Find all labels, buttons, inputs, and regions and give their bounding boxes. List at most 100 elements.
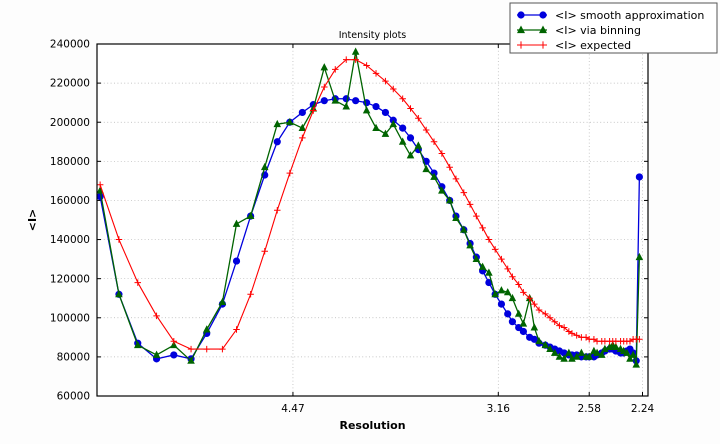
data-point-marker (332, 66, 339, 73)
data-point-marker (153, 312, 160, 320)
data-point-marker (485, 236, 493, 243)
y-axis: 60000 80000 100000 120000 140000 160000 180000… (50, 39, 648, 403)
chart-title: Intensity plots (339, 30, 407, 41)
data-point-marker (612, 342, 620, 351)
data-point-marker (515, 281, 522, 288)
data-point-marker (298, 108, 306, 117)
data-point-marker (381, 129, 390, 137)
x-tick-label: 2.24 (631, 403, 655, 415)
data-point-marker (530, 335, 538, 343)
y-tick-label: 60000 (57, 391, 90, 403)
y-tick-label: 160000 (50, 195, 90, 207)
data-point-marker (446, 163, 453, 171)
x-tick-label: 4.47 (281, 403, 304, 415)
series-3 (97, 56, 643, 353)
data-point-marker (519, 319, 528, 327)
data-point-marker (546, 344, 554, 352)
data-point-marker (466, 241, 474, 249)
legend-label: <I> smooth approximation (555, 9, 704, 22)
data-point-marker (568, 330, 576, 337)
data-point-marker (203, 345, 210, 353)
data-point-marker (170, 337, 178, 345)
data-point-marker (508, 293, 517, 302)
data-point-marker (246, 211, 255, 220)
data-point-marker (572, 352, 581, 360)
data-point-marker (560, 324, 568, 331)
y-tick-label: 100000 (50, 312, 90, 324)
data-point-marker (430, 138, 438, 146)
data-point-marker (362, 106, 371, 114)
y-tick-label: 200000 (50, 117, 90, 129)
data-point-marker (539, 11, 547, 19)
data-point-marker (478, 262, 487, 270)
data-point-marker (352, 56, 359, 63)
data-point-marker (626, 354, 634, 362)
legend: <I> smooth approximation <I> via binning <… (509, 2, 718, 54)
data-point-marker (485, 268, 493, 276)
data-point-marker (342, 102, 351, 110)
data-point-marker (452, 175, 460, 183)
data-point-marker (415, 115, 422, 122)
data-point-marker (218, 297, 227, 306)
data-point-marker (585, 352, 593, 360)
data-point-marker (539, 41, 547, 49)
data-point-marker (445, 196, 454, 204)
data-point-marker (541, 340, 550, 349)
data-point-marker (351, 47, 360, 55)
data-point-marker (170, 340, 178, 349)
legend-entry[interactable]: <I> expected (517, 39, 631, 52)
data-point-marker (331, 96, 340, 104)
data-point-marker (382, 77, 389, 85)
series-2 (97, 47, 644, 368)
data-point-marker (286, 117, 294, 126)
data-point-marker (635, 252, 644, 261)
data-point-marker (535, 336, 543, 345)
data-point-marker (286, 169, 294, 177)
legend-entry[interactable]: <I> via binning (516, 24, 641, 37)
data-point-marker (187, 356, 195, 364)
data-point-marker (629, 350, 637, 358)
data-point-marker (310, 107, 317, 114)
data-point-marker (422, 164, 430, 173)
data-point-marker (430, 172, 438, 180)
data-point-marker (517, 41, 525, 49)
data-point-marker (273, 138, 281, 146)
data-point-marker (390, 85, 397, 93)
data-point-marker (635, 173, 643, 181)
data-point-marker (438, 186, 446, 194)
data-point-marker (422, 126, 430, 134)
x-tick-label: 2.58 (578, 403, 601, 415)
plot-area (96, 43, 649, 397)
data-point-marker (601, 344, 609, 352)
data-point-marker (320, 63, 329, 71)
data-point-marker (556, 322, 563, 329)
data-point-marker (550, 348, 559, 356)
data-point-marker (260, 162, 269, 171)
data-point-marker (479, 224, 486, 232)
data-point-marker (568, 354, 576, 362)
legend-entry[interactable]: <I> smooth approximation (517, 9, 704, 22)
data-point-marker (498, 255, 505, 263)
data-point-marker (535, 306, 543, 314)
y-tick-label: 80000 (57, 351, 90, 363)
data-point-marker (597, 350, 606, 358)
data-point-marker (372, 102, 380, 111)
data-point-marker (636, 336, 643, 343)
legend-label: <I> via binning (555, 24, 641, 37)
data-point-marker (509, 273, 516, 280)
data-point-marker (232, 219, 241, 227)
data-point-marker (497, 286, 506, 294)
data-point-marker (321, 83, 328, 91)
data-point-marker (406, 134, 415, 142)
data-point-marker (504, 310, 512, 318)
data-point-marker (414, 141, 423, 149)
data-point-marker (381, 108, 390, 117)
data-point-marker (491, 290, 499, 298)
data-point-marker (342, 56, 350, 63)
data-point-marker (632, 360, 641, 368)
data-point-marker (452, 213, 460, 221)
data-point-marker (170, 351, 178, 359)
data-point-marker (573, 332, 580, 339)
